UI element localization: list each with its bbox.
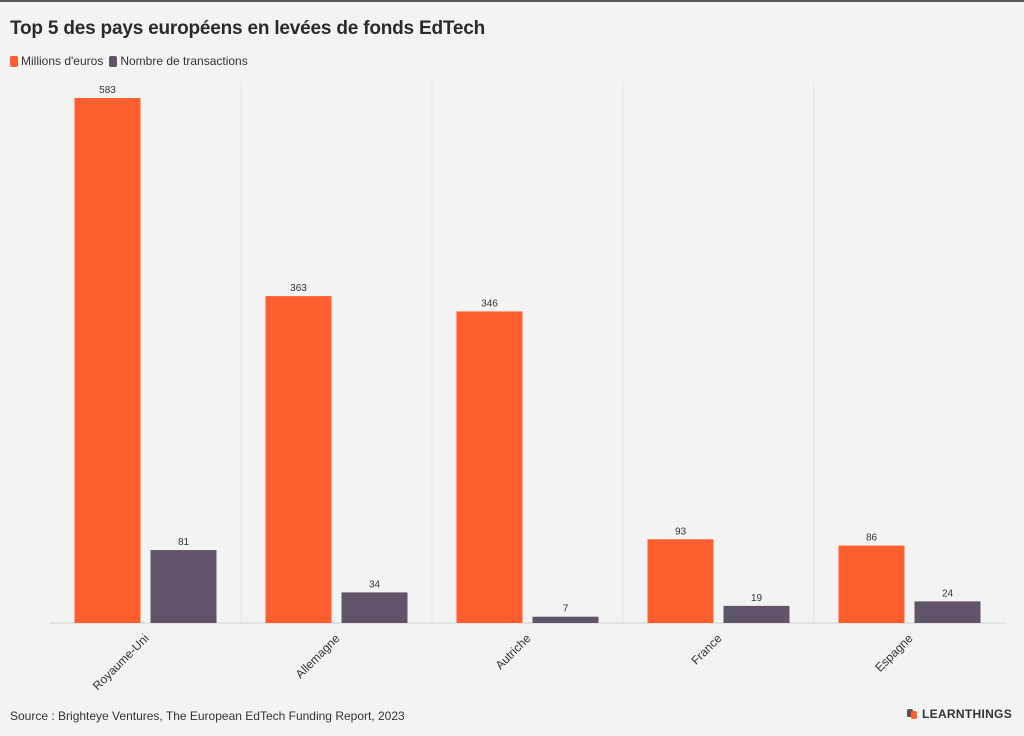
data-label: 7: [563, 604, 569, 615]
bar-millions: [456, 311, 523, 623]
x-tick-label: Espagne: [872, 631, 916, 675]
source-note: Source : Brighteye Ventures, The Europea…: [10, 709, 405, 723]
bar-transactions: [150, 550, 217, 623]
data-label: 93: [675, 526, 687, 537]
data-label: 19: [751, 593, 763, 604]
bar-millions: [838, 545, 905, 623]
data-label: 81: [178, 537, 190, 548]
bar-millions: [74, 98, 141, 623]
data-label: 86: [866, 533, 878, 544]
legend-item-transactions: Nombre de transactions: [109, 54, 248, 68]
learnthings-logo: LEARNTHINGS: [906, 707, 1012, 721]
chart-title: Top 5 des pays européens en levées de fo…: [10, 18, 486, 39]
x-tick-label: France: [688, 631, 725, 668]
x-tick-label: Autriche: [493, 631, 534, 672]
bar-chart: 583 81 Royaume-Uni 363 34 Allemagne 346 7 Autric…: [50, 82, 1005, 693]
legend-label-millions: Millions d'euros: [21, 54, 104, 68]
data-label: 34: [369, 579, 381, 590]
bar-millions: [647, 539, 714, 623]
legend-swatch-purple: [109, 55, 118, 67]
bar-transactions: [723, 605, 790, 623]
logo-icon: [906, 708, 918, 720]
logo-text: LEARNTHINGS: [922, 707, 1012, 721]
data-label: 346: [481, 298, 498, 309]
x-tick-label: Allemagne: [293, 631, 343, 681]
data-label: 24: [942, 588, 954, 599]
top-border: [0, 0, 1024, 2]
legend: Millions d'euros Nombre de transactions: [10, 54, 254, 68]
legend-item-millions: Millions d'euros: [10, 54, 103, 68]
legend-label-transactions: Nombre de transactions: [120, 54, 248, 68]
data-label: 583: [99, 85, 116, 96]
bar-millions: [265, 296, 332, 623]
legend-swatch-orange: [10, 55, 18, 67]
data-label: 363: [290, 283, 307, 294]
bar-transactions: [341, 592, 408, 623]
x-tick-label: Royaume-Uni: [90, 631, 152, 693]
bar-transactions: [914, 601, 981, 623]
bar-transactions: [532, 616, 599, 623]
